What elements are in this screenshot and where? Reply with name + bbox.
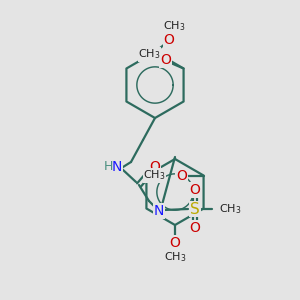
Text: N: N <box>154 204 164 218</box>
Text: H: H <box>103 160 113 173</box>
Text: O: O <box>190 221 200 235</box>
Text: O: O <box>150 160 160 174</box>
Text: CH$_3$: CH$_3$ <box>163 19 185 33</box>
Text: O: O <box>169 236 180 250</box>
Text: CH$_3$: CH$_3$ <box>164 250 186 264</box>
Text: S: S <box>190 202 200 217</box>
Text: O: O <box>160 53 171 68</box>
Text: O: O <box>190 183 200 197</box>
Text: CH$_3$: CH$_3$ <box>219 202 242 216</box>
Text: O: O <box>176 169 187 182</box>
Text: O: O <box>164 33 174 47</box>
Text: N: N <box>112 160 122 174</box>
Text: CH$_3$: CH$_3$ <box>138 48 161 62</box>
Text: CH$_3$: CH$_3$ <box>143 169 166 182</box>
